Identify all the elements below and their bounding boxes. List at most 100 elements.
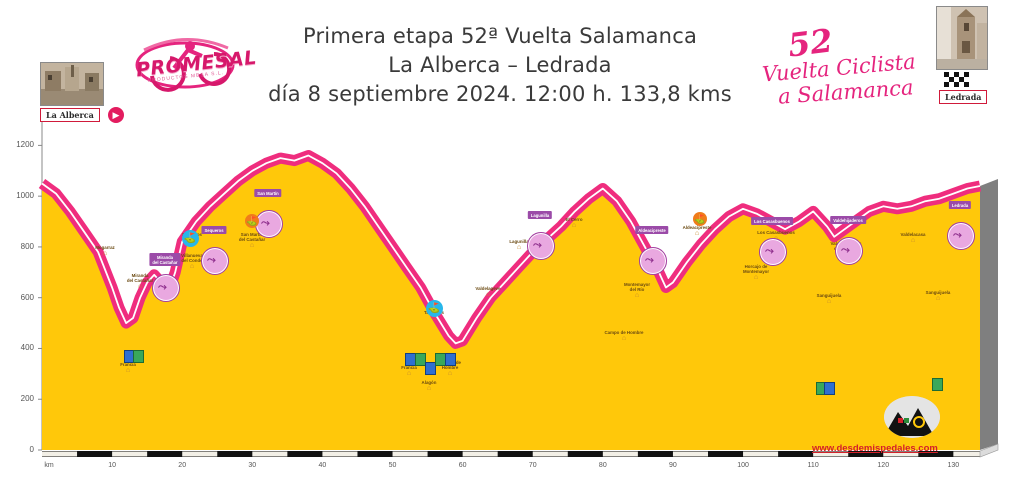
town-marker: Horcajo de Montemayor ⌂: [726, 264, 786, 281]
town-marker: Montemayor del Río ⌂: [607, 282, 667, 299]
village-icon: ⌂: [910, 237, 916, 244]
village-icon: ⌂: [621, 335, 627, 342]
town-marker: Villanueva del Conde ⌂: [162, 253, 222, 270]
x-tick-label: 20: [178, 462, 187, 469]
climb-name-tag: Ledrada: [948, 201, 972, 209]
town-label: El Cerro: [565, 217, 583, 222]
finish-place-label: Ledrada: [939, 90, 988, 104]
town-label: Alagón: [421, 380, 437, 385]
road-bar-dash: [883, 451, 919, 457]
climb-badge[interactable]: ⤳: [152, 274, 180, 302]
climb-badge[interactable]: ⤳: [947, 222, 975, 250]
village-icon: ⌂: [431, 315, 437, 322]
x-tick-label: 80: [598, 462, 607, 469]
road-bar-dash: [252, 451, 288, 457]
village-icon: ⌂: [571, 222, 577, 229]
town-marker: Valdelageve ⌂: [458, 286, 518, 298]
meta-badge[interactable]: ⛳: [693, 212, 707, 226]
village-icon: ⌂: [406, 370, 412, 377]
town-label: Sanguijuela: [925, 290, 951, 295]
x-tick-label: 30: [248, 462, 257, 469]
road-bar-dash: [112, 451, 148, 457]
climb-badge[interactable]: ⤳: [527, 232, 555, 260]
town-marker: Francia ⌂: [379, 365, 439, 377]
town-marker: Alagón ⌂: [399, 380, 459, 392]
x-tick-label: 10: [108, 462, 116, 469]
sprint-badge[interactable]: ⛳: [181, 230, 199, 247]
y-tick-label: 0: [29, 445, 34, 454]
title-line-2: La Alberca – Ledrada: [388, 53, 612, 77]
feed-zone-marker: [132, 350, 144, 363]
watermark-url[interactable]: www.desdemispedales.com: [812, 443, 938, 454]
church-tower-photo-thumb: [937, 7, 987, 69]
town-label: Aldeacipreste: [682, 225, 712, 230]
town-marker: Sanguijuela ⌂: [908, 290, 968, 302]
town-marker: Lagunilla ⌂: [489, 239, 549, 251]
town-label: Valdelageve: [475, 286, 501, 291]
y-tick-label: 600: [20, 292, 34, 302]
road-bar-end-cap: [979, 443, 999, 458]
village-icon: ⌂: [516, 244, 522, 251]
start-place-label: La Alberca: [40, 108, 100, 122]
village-icon: ⌂: [189, 263, 195, 270]
climb-name-tag: Lagunilla: [527, 211, 553, 219]
climb-profile-icon: ⤳: [953, 229, 962, 241]
ledrada-photo: [936, 6, 988, 70]
village-icon: ⌂: [826, 298, 832, 305]
feed-zone-marker: [414, 353, 426, 366]
page-title: Primera etapa 52ª Vuelta Salamanca La Al…: [250, 22, 750, 109]
town-label: Francia: [401, 365, 417, 370]
town-label: Francia: [120, 362, 136, 367]
sprint-badge[interactable]: ⛳: [425, 300, 443, 317]
climb-profile-icon: ⤳: [261, 217, 270, 229]
road-bar-dash: [42, 451, 78, 457]
meta-badge[interactable]: ⛳: [245, 214, 259, 228]
y-tick-label: 1200: [16, 140, 34, 150]
x-tick-label: 100: [737, 462, 749, 469]
climb-badge[interactable]: ⤳: [759, 238, 787, 266]
town-label: Montemayor del Río: [623, 282, 651, 292]
climb-name-tag: Los Casasbuenos: [751, 217, 793, 225]
road-bar-dash: [953, 451, 980, 457]
village-icon: ⌂: [753, 274, 759, 281]
climb-badge[interactable]: ⤳: [201, 247, 229, 275]
climb-profile-icon: ⤳: [158, 281, 167, 293]
climb-badge[interactable]: ⤳: [255, 210, 283, 238]
road-bar-dash: [743, 451, 779, 457]
x-axis-unit-label: km: [44, 462, 54, 469]
town-label: Horcajo de Montemayor: [742, 264, 770, 274]
town-label: Los Casasbuenos: [757, 230, 795, 235]
climb-name-tag: Miranda del Castañar: [149, 253, 181, 266]
village-icon: ⌂: [447, 370, 453, 377]
la-alberca-photo: [40, 62, 104, 106]
profile-side-face: [980, 179, 998, 450]
y-tick-label: 800: [20, 241, 34, 251]
town-marker: Valdelacasa ⌂: [883, 232, 943, 244]
road-bar-dash: [392, 451, 428, 457]
vuelta-ciclista-logo: 52 Vuelta Ciclista a Salamanca: [760, 21, 916, 108]
village-icon: ⌂: [694, 230, 700, 237]
town-label: Lagunilla: [509, 239, 529, 244]
road-bar-dashes: [42, 451, 980, 457]
title-line-3: día 8 septiembre 2024. 12:00 h. 133,8 km…: [268, 82, 732, 106]
climb-badge[interactable]: ⤳: [639, 247, 667, 275]
y-tick-marks: [38, 144, 42, 451]
climb-name-tag: Sequeros: [201, 226, 227, 234]
promesal-cyclist-icon: [135, 38, 235, 92]
road-bar-dash: [462, 451, 498, 457]
climb-badge[interactable]: ⤳: [835, 237, 863, 265]
village-icon: ⌂: [426, 385, 432, 392]
climb-profile-icon: ⤳: [207, 254, 216, 266]
town-label: Miranda del Castañar: [126, 273, 154, 283]
feed-zone-marker: [424, 362, 436, 375]
play-icon[interactable]: ▶: [108, 107, 124, 123]
road-bar-dash: [182, 451, 218, 457]
village-icon: ⌂: [137, 283, 143, 290]
town-marker: Sanguijuela ⌂: [799, 293, 859, 305]
climb-name-tag: Valdehijaderos: [830, 216, 866, 224]
town-marker: Francia ⌂: [98, 362, 158, 374]
feed-zone-marker: [931, 378, 943, 391]
town-marker: San Martín del Castañar ⌂: [222, 232, 282, 249]
village-icon: ⌂: [634, 292, 640, 299]
